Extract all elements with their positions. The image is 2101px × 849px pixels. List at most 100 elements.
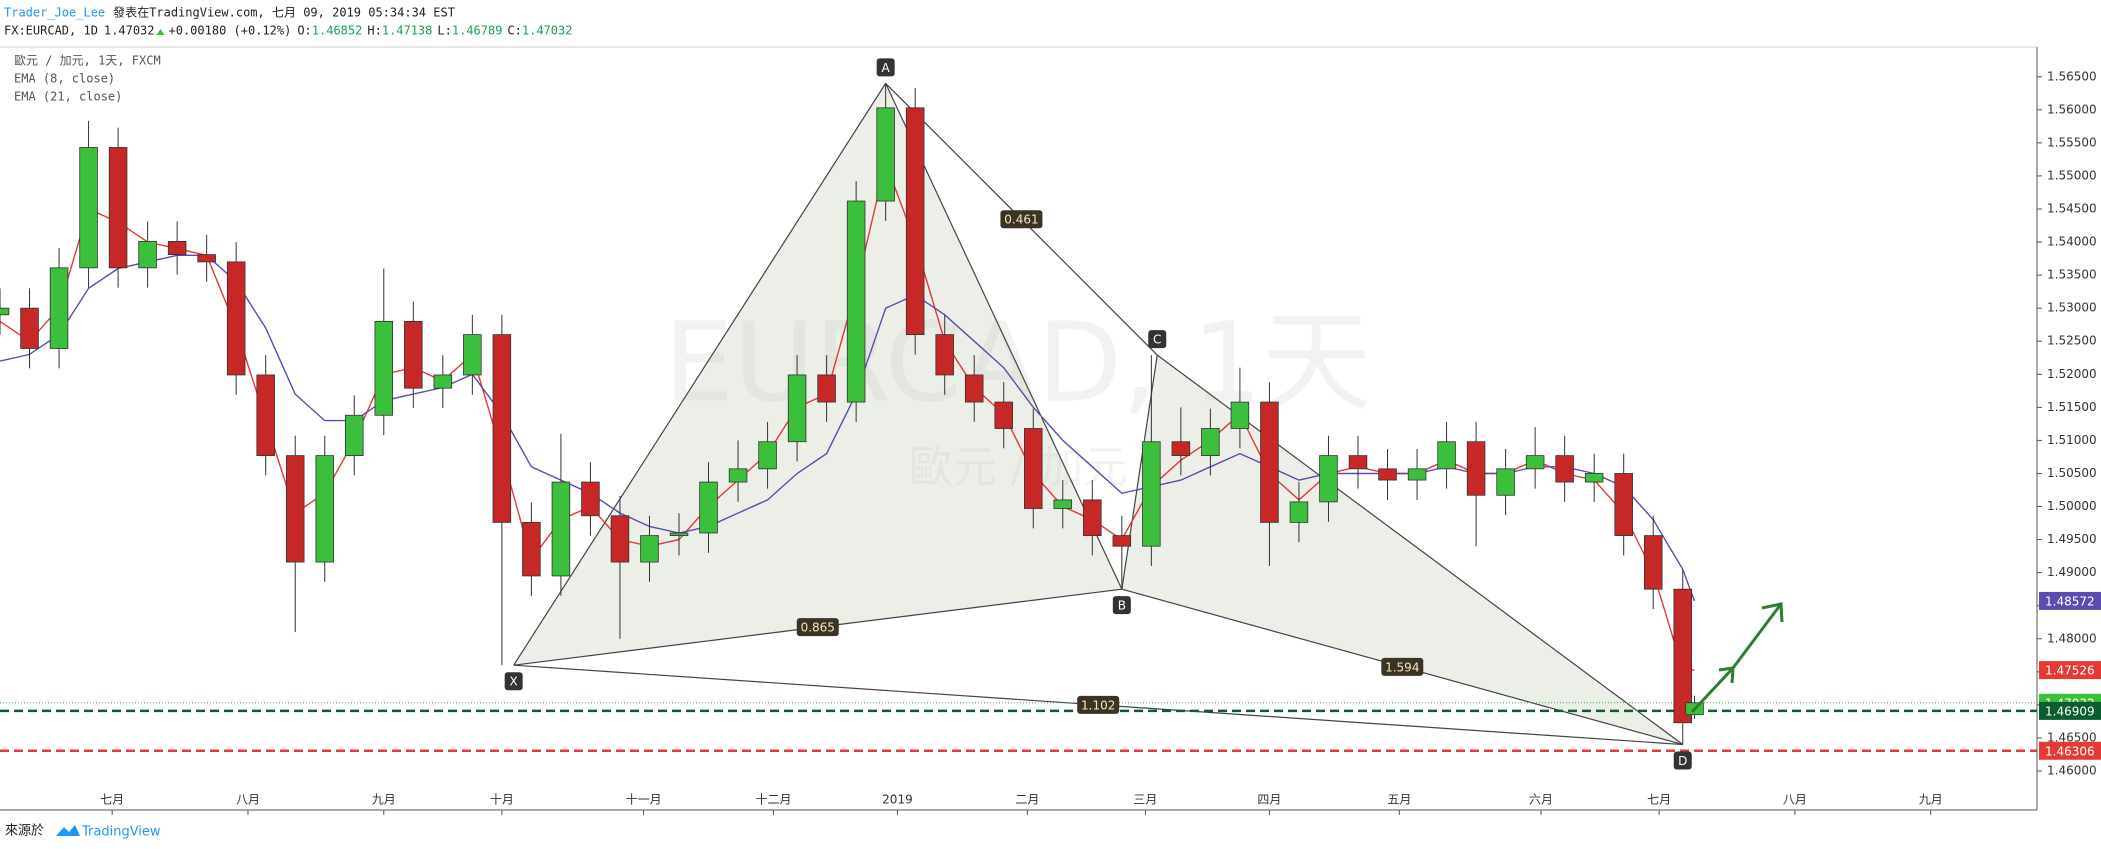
y-tick-label: 1.50000 (2047, 499, 2097, 513)
price-label-box (2039, 741, 2101, 760)
y-tick-label: 1.55500 (2047, 135, 2097, 149)
ratio-label: 0.865 (801, 621, 835, 635)
candle-body (610, 515, 630, 563)
point-label-box (1148, 330, 1167, 349)
candle-body (1643, 535, 1663, 590)
y-tick-label: 1.52500 (2047, 334, 2097, 348)
candle-body (79, 147, 98, 269)
logo-icon (56, 825, 80, 836)
target-arrow (1690, 602, 1784, 714)
candle-body (1319, 455, 1338, 503)
x-tick-label: 三月 (1133, 793, 1157, 807)
price-label-box (2039, 701, 2101, 720)
y-tick-label: 1.55000 (2047, 168, 2097, 182)
ratio-box (796, 618, 839, 637)
tv-logo (56, 825, 80, 836)
published-info: 發表在TradingView.com, 七月 09, 2019 05:34:34… (113, 5, 455, 20)
point-label: C (1153, 333, 1161, 347)
point-label-box (1673, 751, 1692, 770)
candle-body (1496, 468, 1515, 496)
price-label: 1.46306 (2045, 744, 2095, 758)
x-tick-label: 十月 (490, 793, 514, 807)
candle-body (1555, 455, 1574, 483)
candle-body (551, 481, 571, 577)
plot: EURCAD, 1天歐元 / 加元 X A B C D 0.461 0.865 1.594 1.1… (0, 58, 2037, 770)
y-tick-label: 1.53500 (2047, 268, 2097, 282)
candle-body (1289, 501, 1309, 523)
candle-body (1201, 428, 1220, 457)
y-tick-label: 1.54000 (2047, 235, 2097, 249)
candle-body (345, 414, 364, 457)
source-label: 來源於 (5, 823, 44, 839)
chart-title: 歐元 / 加元, 1天, FXCM (14, 53, 161, 68)
candle-body (699, 481, 718, 534)
ohlc-value: 1.46852 (312, 24, 363, 38)
ratio-label: 1.594 (1385, 660, 1419, 674)
y-tick-label: 1.46000 (2047, 763, 2097, 777)
pattern-leg (513, 83, 887, 666)
x-tick-label: 七月 (100, 793, 124, 807)
candle-body (492, 334, 512, 523)
y-tick-label: 1.46500 (2047, 730, 2097, 744)
candle-body (285, 455, 305, 563)
candle-body (935, 334, 954, 376)
candle-body (108, 147, 128, 269)
candle-body (256, 374, 275, 457)
price-label: 1.48572 (2045, 594, 2095, 608)
candle-body (1171, 441, 1191, 457)
x-tick-label: 五月 (1387, 793, 1411, 807)
x-tick-label: 六月 (1529, 793, 1553, 807)
last-price: 1.47032 (104, 24, 155, 38)
candle-body (758, 441, 777, 470)
pattern-fill (513, 83, 1122, 666)
candle-body (1230, 401, 1250, 429)
y-tick-label: 1.51000 (2047, 433, 2097, 447)
x-tick-label: 八月 (1783, 793, 1807, 807)
candle-body (20, 307, 39, 349)
price-label-box (2039, 661, 2101, 680)
watermark-subtitle: 歐元 / 加元 (909, 442, 1128, 493)
y-tick-label: 1.50500 (2047, 466, 2097, 480)
candle-body (994, 401, 1013, 429)
candle-body (640, 535, 659, 563)
candle-body (846, 200, 866, 403)
point-label: B (1118, 599, 1126, 613)
x-tick-label: 九月 (372, 793, 396, 807)
candle-body (226, 261, 246, 376)
candle-body (167, 240, 187, 256)
price-label: 1.46909 (2045, 704, 2095, 718)
ohlc-key: L: (437, 24, 451, 38)
point-label-box (1112, 596, 1131, 615)
candle-body (1112, 535, 1132, 547)
point-label: D (1678, 754, 1687, 768)
pattern-leg (885, 83, 1123, 590)
arrow-head (1718, 666, 1735, 684)
ratio-label: 0.461 (1004, 213, 1038, 227)
candle-body (1584, 473, 1604, 483)
candle-body (1378, 468, 1397, 481)
ratio-label: 1.102 (1081, 698, 1115, 712)
candle-body (404, 320, 423, 389)
candle-body (1466, 441, 1486, 496)
candle-body (1024, 428, 1043, 509)
author: Trader_Joe_Lee (4, 6, 105, 20)
x-tick-label: 十一月 (626, 793, 662, 807)
y-tick-label: 1.48000 (2047, 631, 2097, 645)
candle-body (1437, 441, 1456, 470)
ratio-box (1077, 695, 1120, 714)
candle-body (1407, 468, 1427, 481)
candle-body (1673, 588, 1692, 724)
y-tick-label: 1.56000 (2047, 102, 2097, 116)
arrow-head (1761, 602, 1784, 623)
candle-body (728, 468, 748, 483)
candle-body (1142, 441, 1161, 547)
y-tick-label: 1.49000 (2047, 565, 2097, 579)
ohlc-value: 1.47032 (522, 24, 573, 38)
candle-body (1525, 455, 1545, 470)
x-tick-label: 七月 (1647, 793, 1671, 807)
candle-body (374, 320, 394, 416)
watermark-title: EURCAD, 1天 (664, 298, 1372, 426)
point-label: X (510, 675, 518, 689)
candle-body (433, 374, 453, 389)
